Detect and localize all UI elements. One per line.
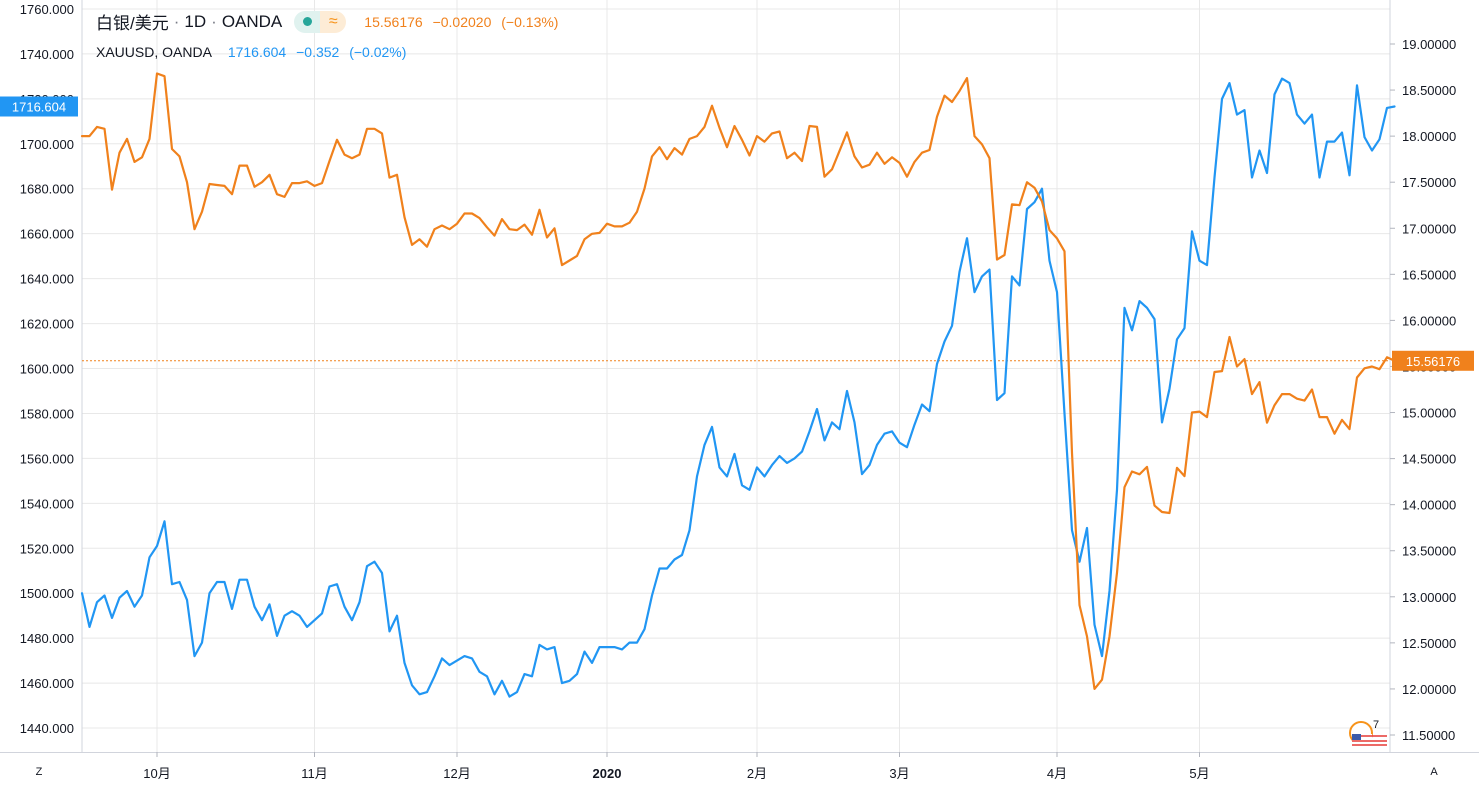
left-tick-label: 1680.000 [20, 182, 74, 197]
silver-change: −0.02020 [432, 13, 492, 30]
left-tick-label: 1620.000 [20, 317, 74, 332]
time-tick-label: 11月 [301, 766, 328, 781]
legend-separator: · [173, 11, 180, 31]
auto-scale-button[interactable]: A [1430, 766, 1438, 778]
economic-events-badge[interactable]: 7 [1347, 716, 1387, 748]
gold-legend[interactable]: XAUUSD, OANDA 1716.604 −0.352 (−0.02%) [96, 44, 412, 60]
flag-canton [1352, 734, 1361, 740]
right-tick-label: 15.00000 [1402, 406, 1456, 421]
gold-last-price-label: 1716.604 [12, 99, 66, 114]
left-tick-label: 1760.000 [20, 2, 74, 17]
time-tick-label: 10月 [143, 766, 170, 781]
silver-legend[interactable]: 白银/美元 · 1D · OANDA ≈ 15.56176 −0.02020 (… [96, 9, 564, 34]
left-tick-label: 1460.000 [20, 676, 74, 691]
right-tick-label: 16.00000 [1402, 313, 1456, 328]
silver-last-price-tag [1392, 350, 1474, 371]
events-count: 7 [1373, 719, 1379, 731]
zoom-toggle-button[interactable]: Z [35, 766, 43, 778]
left-tick-label: 1740.000 [20, 47, 74, 62]
left-tick-label: 1660.000 [20, 227, 74, 242]
time-tick-label: 3月 [889, 766, 909, 781]
time-axis[interactable]: 10月 11月 12月 2020 2月 3月 4月 5月 [143, 752, 1210, 781]
right-tick-label: 18.50000 [1402, 83, 1456, 98]
market-status-icon[interactable] [294, 10, 321, 33]
silver-interval[interactable]: 1D [184, 11, 207, 31]
status-pill[interactable]: ≈ [294, 10, 347, 33]
right-tick-label: 12.50000 [1402, 636, 1456, 651]
gold-symbol[interactable]: XAUUSD, OANDA [96, 44, 212, 60]
gold-values: 1716.604 −0.352 (−0.02%) [228, 44, 413, 60]
gold-last-value: 1716.604 [227, 44, 287, 60]
left-tick-label: 1560.000 [20, 451, 74, 466]
time-tick-label: 4月 [1047, 766, 1067, 781]
right-tick-label: 17.00000 [1402, 221, 1456, 236]
right-tick-label: 11.50000 [1402, 728, 1455, 743]
series-line-silver[interactable] [80, 72, 1396, 691]
right-tick-label: 12.00000 [1402, 682, 1456, 697]
right-tick-label: 18.00000 [1402, 129, 1456, 144]
right-tick-label: 13.00000 [1402, 590, 1456, 605]
left-tick-label: 1640.000 [20, 272, 74, 287]
right-tick-label: 16.50000 [1402, 267, 1456, 282]
wave-icon[interactable]: ≈ [320, 10, 347, 33]
gold-last-price-tag [0, 96, 78, 117]
silver-last-price-label: 15.56176 [1406, 354, 1460, 369]
left-tick-label: 1480.000 [20, 631, 74, 646]
left-tick-label: 1440.000 [20, 721, 74, 736]
right-price-axis[interactable]: 11.50000 12.00000 12.50000 13.00000 13.50000… [1390, 37, 1456, 743]
silver-values: 15.56176 −0.02020 (−0.13%) [364, 14, 564, 30]
time-tick-label: 5月 [1189, 766, 1209, 781]
silver-change-pct: (−0.13%) [501, 13, 559, 30]
right-tick-label: 13.50000 [1402, 544, 1456, 559]
silver-source: OANDA [221, 11, 283, 31]
time-tick-label: 2月 [747, 766, 767, 781]
time-tick-label: 2020 [593, 766, 622, 781]
right-tick-label: 19.00000 [1402, 37, 1456, 52]
silver-last-value: 15.56176 [364, 13, 423, 30]
horizontal-gridlines [82, 8, 1390, 729]
silver-symbol-title[interactable]: 白银/美元 [96, 14, 169, 33]
right-tick-label: 14.00000 [1402, 498, 1456, 513]
right-tick-label: 17.50000 [1402, 175, 1456, 190]
time-tick-label: 12月 [443, 766, 470, 781]
left-tick-label: 1500.000 [20, 586, 74, 601]
legend-separator: · [211, 11, 217, 31]
left-tick-label: 1580.000 [20, 406, 74, 421]
right-tick-label: 14.50000 [1402, 452, 1456, 467]
gold-change-pct: (−0.02%) [349, 44, 407, 60]
last-price-labels: 1716.604 15.56176 [0, 96, 1474, 371]
left-tick-label: 1600.000 [20, 362, 74, 377]
left-price-axis[interactable]: 1440.000 1460.000 1480.000 1500.000 1520.000… [20, 2, 74, 736]
left-tick-label: 1520.000 [20, 541, 74, 556]
series-layer [80, 72, 1396, 698]
left-tick-label: 1700.000 [20, 137, 74, 152]
left-tick-label: 1540.000 [20, 496, 74, 511]
gold-change: −0.352 [296, 44, 340, 60]
series-line-gold[interactable] [80, 77, 1396, 698]
vertical-gridlines [156, 0, 1200, 752]
